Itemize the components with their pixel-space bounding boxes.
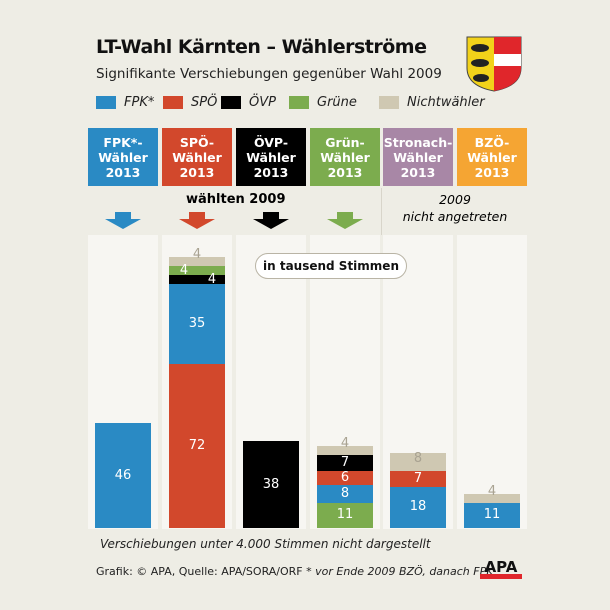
- legend-item: SPÖ: [163, 95, 217, 110]
- column-header: ÖVP- Wähler 2013: [236, 128, 306, 186]
- legend-label: Nichtwähler: [407, 95, 485, 110]
- data-label: 72: [188, 437, 206, 453]
- data-label: 4: [340, 435, 350, 451]
- bar-segment: [95, 423, 151, 528]
- legend-swatch: [289, 96, 309, 109]
- bar-segment: [317, 502, 373, 528]
- data-label: 4: [207, 271, 217, 287]
- data-label: 46: [114, 467, 132, 483]
- column-header: Stronach- Wähler 2013: [383, 128, 453, 186]
- column-header: BZÖ- Wähler 2013: [457, 128, 527, 186]
- bar-segment: [390, 486, 446, 528]
- legend-swatch: [221, 96, 241, 109]
- bar-segment: [317, 484, 373, 503]
- bar-segment: [317, 471, 373, 485]
- voted-2009-label: wählten 2009: [186, 192, 286, 207]
- apa-logo-text: APA: [484, 558, 518, 576]
- legend-swatch: [379, 96, 399, 109]
- down-arrow-icon: [327, 212, 363, 229]
- chart-title: LT-Wahl Kärnten – Wählerströme: [96, 36, 427, 58]
- legend-label: SPÖ: [191, 95, 218, 110]
- bar-segment: [169, 363, 225, 528]
- bar-segment: [390, 452, 446, 471]
- bar-segment: [317, 445, 373, 456]
- chart-subtitle: Signifikante Verschiebungen gegenüber Wa…: [96, 66, 442, 82]
- footnote-threshold: Verschiebungen unter 4.000 Stimmen nicht…: [100, 537, 431, 551]
- legend-label: ÖVP: [249, 95, 276, 110]
- legend-swatch: [163, 96, 183, 109]
- bar-segment: [169, 256, 225, 266]
- down-arrow-icon: [105, 212, 141, 229]
- apa-logo: APA: [480, 560, 522, 579]
- bar-segment: [169, 284, 225, 364]
- column-header: Grün- Wähler 2013: [310, 128, 380, 186]
- legend-label: FPK*: [124, 95, 155, 110]
- data-label: 4: [487, 483, 497, 499]
- data-label: 8: [340, 485, 350, 501]
- data-label: 7: [340, 455, 350, 471]
- data-label: 35: [188, 315, 206, 331]
- unit-badge: in tausend Stimmen: [255, 253, 407, 279]
- bar-segment: [390, 471, 446, 487]
- bar-segment: [169, 274, 225, 285]
- divider: [381, 188, 382, 235]
- legend-item: Nichtwähler: [379, 95, 485, 110]
- footnote: * vor Ende 2009 BZÖ, danach FPK: [306, 565, 494, 578]
- data-label: 11: [483, 507, 501, 523]
- column-header: SPÖ- Wähler 2013: [162, 128, 232, 186]
- data-label: 7: [413, 470, 423, 486]
- legend-item: FPK*: [96, 95, 154, 110]
- legend-swatch: [96, 96, 116, 109]
- legend-item: Grüne: [289, 95, 357, 110]
- down-arrow-icon: [253, 212, 289, 229]
- bar-segment: [464, 502, 520, 528]
- bar-segment: [169, 265, 225, 275]
- data-label: 18: [409, 499, 427, 515]
- data-label: 38: [262, 476, 280, 492]
- bar-segment: [317, 455, 373, 471]
- coat-of-arms-icon: [466, 36, 522, 92]
- bar-segment: [464, 493, 520, 503]
- bar-segment: [243, 441, 299, 528]
- data-label: 4: [192, 246, 202, 262]
- column-header: FPK*- Wähler 2013: [88, 128, 158, 186]
- data-label: 11: [336, 507, 354, 523]
- down-arrow-icon: [179, 212, 215, 229]
- not-running-label: 2009 nicht angetreten: [402, 192, 508, 224]
- source-line: Grafik: © APA, Quelle: APA/SORA/ORF * vo…: [96, 565, 493, 578]
- data-label: 8: [413, 450, 423, 466]
- data-label: 6: [340, 469, 350, 485]
- legend-item: ÖVP: [221, 95, 276, 110]
- legend-label: Grüne: [317, 95, 357, 110]
- source: Grafik: © APA, Quelle: APA/SORA/ORF: [96, 565, 303, 578]
- data-label: 4: [179, 262, 189, 278]
- column-panel: [457, 235, 527, 529]
